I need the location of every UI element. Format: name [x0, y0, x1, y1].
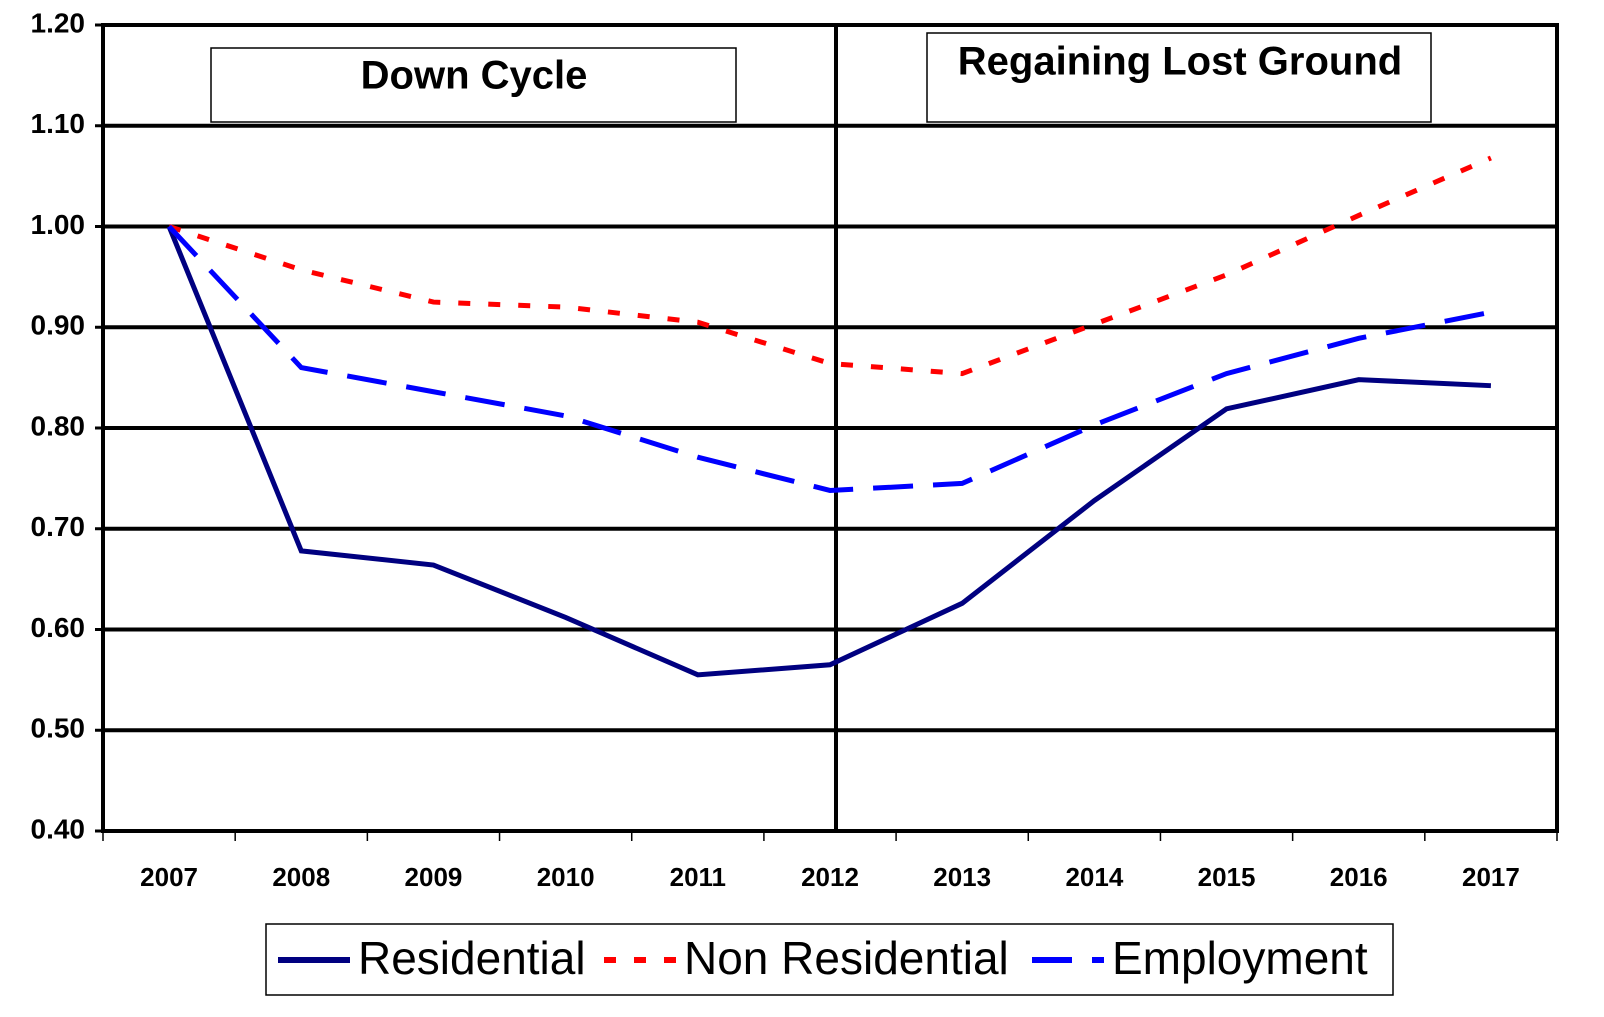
- legend-box: [265, 923, 1394, 996]
- annotation-box: [926, 32, 1432, 123]
- x-tick-label: 2009: [405, 862, 463, 892]
- x-tick-label: 2015: [1198, 862, 1256, 892]
- y-tick-label: 0.40: [31, 813, 86, 844]
- x-tick-label: 2013: [933, 862, 991, 892]
- annotation: Regaining Lost Ground: [958, 40, 1402, 84]
- y-tick-label: 1.10: [31, 108, 86, 139]
- legend-label: Employment: [1112, 932, 1368, 984]
- legend-label: Non Residential: [684, 932, 1009, 984]
- x-tick-label: 2014: [1065, 862, 1123, 892]
- x-tick-label: 2010: [537, 862, 595, 892]
- series-line: [167, 224, 1492, 493]
- y-tick-label: 0.80: [31, 410, 86, 441]
- series-line: [166, 225, 1492, 678]
- x-tick-label: 2011: [670, 862, 726, 892]
- x-tick-label: 2008: [272, 862, 330, 892]
- y-tick-label: 0.70: [31, 511, 86, 542]
- y-tick-label: 1.20: [31, 7, 86, 38]
- x-tick-label: 2017: [1462, 862, 1520, 892]
- y-tick-label: 1.00: [31, 209, 86, 240]
- y-tick-label: 0.60: [31, 612, 86, 643]
- annotation: Down Cycle: [361, 54, 588, 98]
- plot-border: [101, 23, 1559, 833]
- annotation-box: [210, 47, 737, 123]
- y-tick-label: 0.90: [31, 310, 86, 341]
- x-tick-label: 2007: [140, 862, 198, 892]
- y-tick-label: 0.50: [31, 713, 86, 744]
- legend-label: Residential: [358, 932, 586, 984]
- x-tick-label: 2016: [1330, 862, 1388, 892]
- series-line: [168, 155, 1492, 377]
- x-tick-label: 2012: [801, 862, 859, 892]
